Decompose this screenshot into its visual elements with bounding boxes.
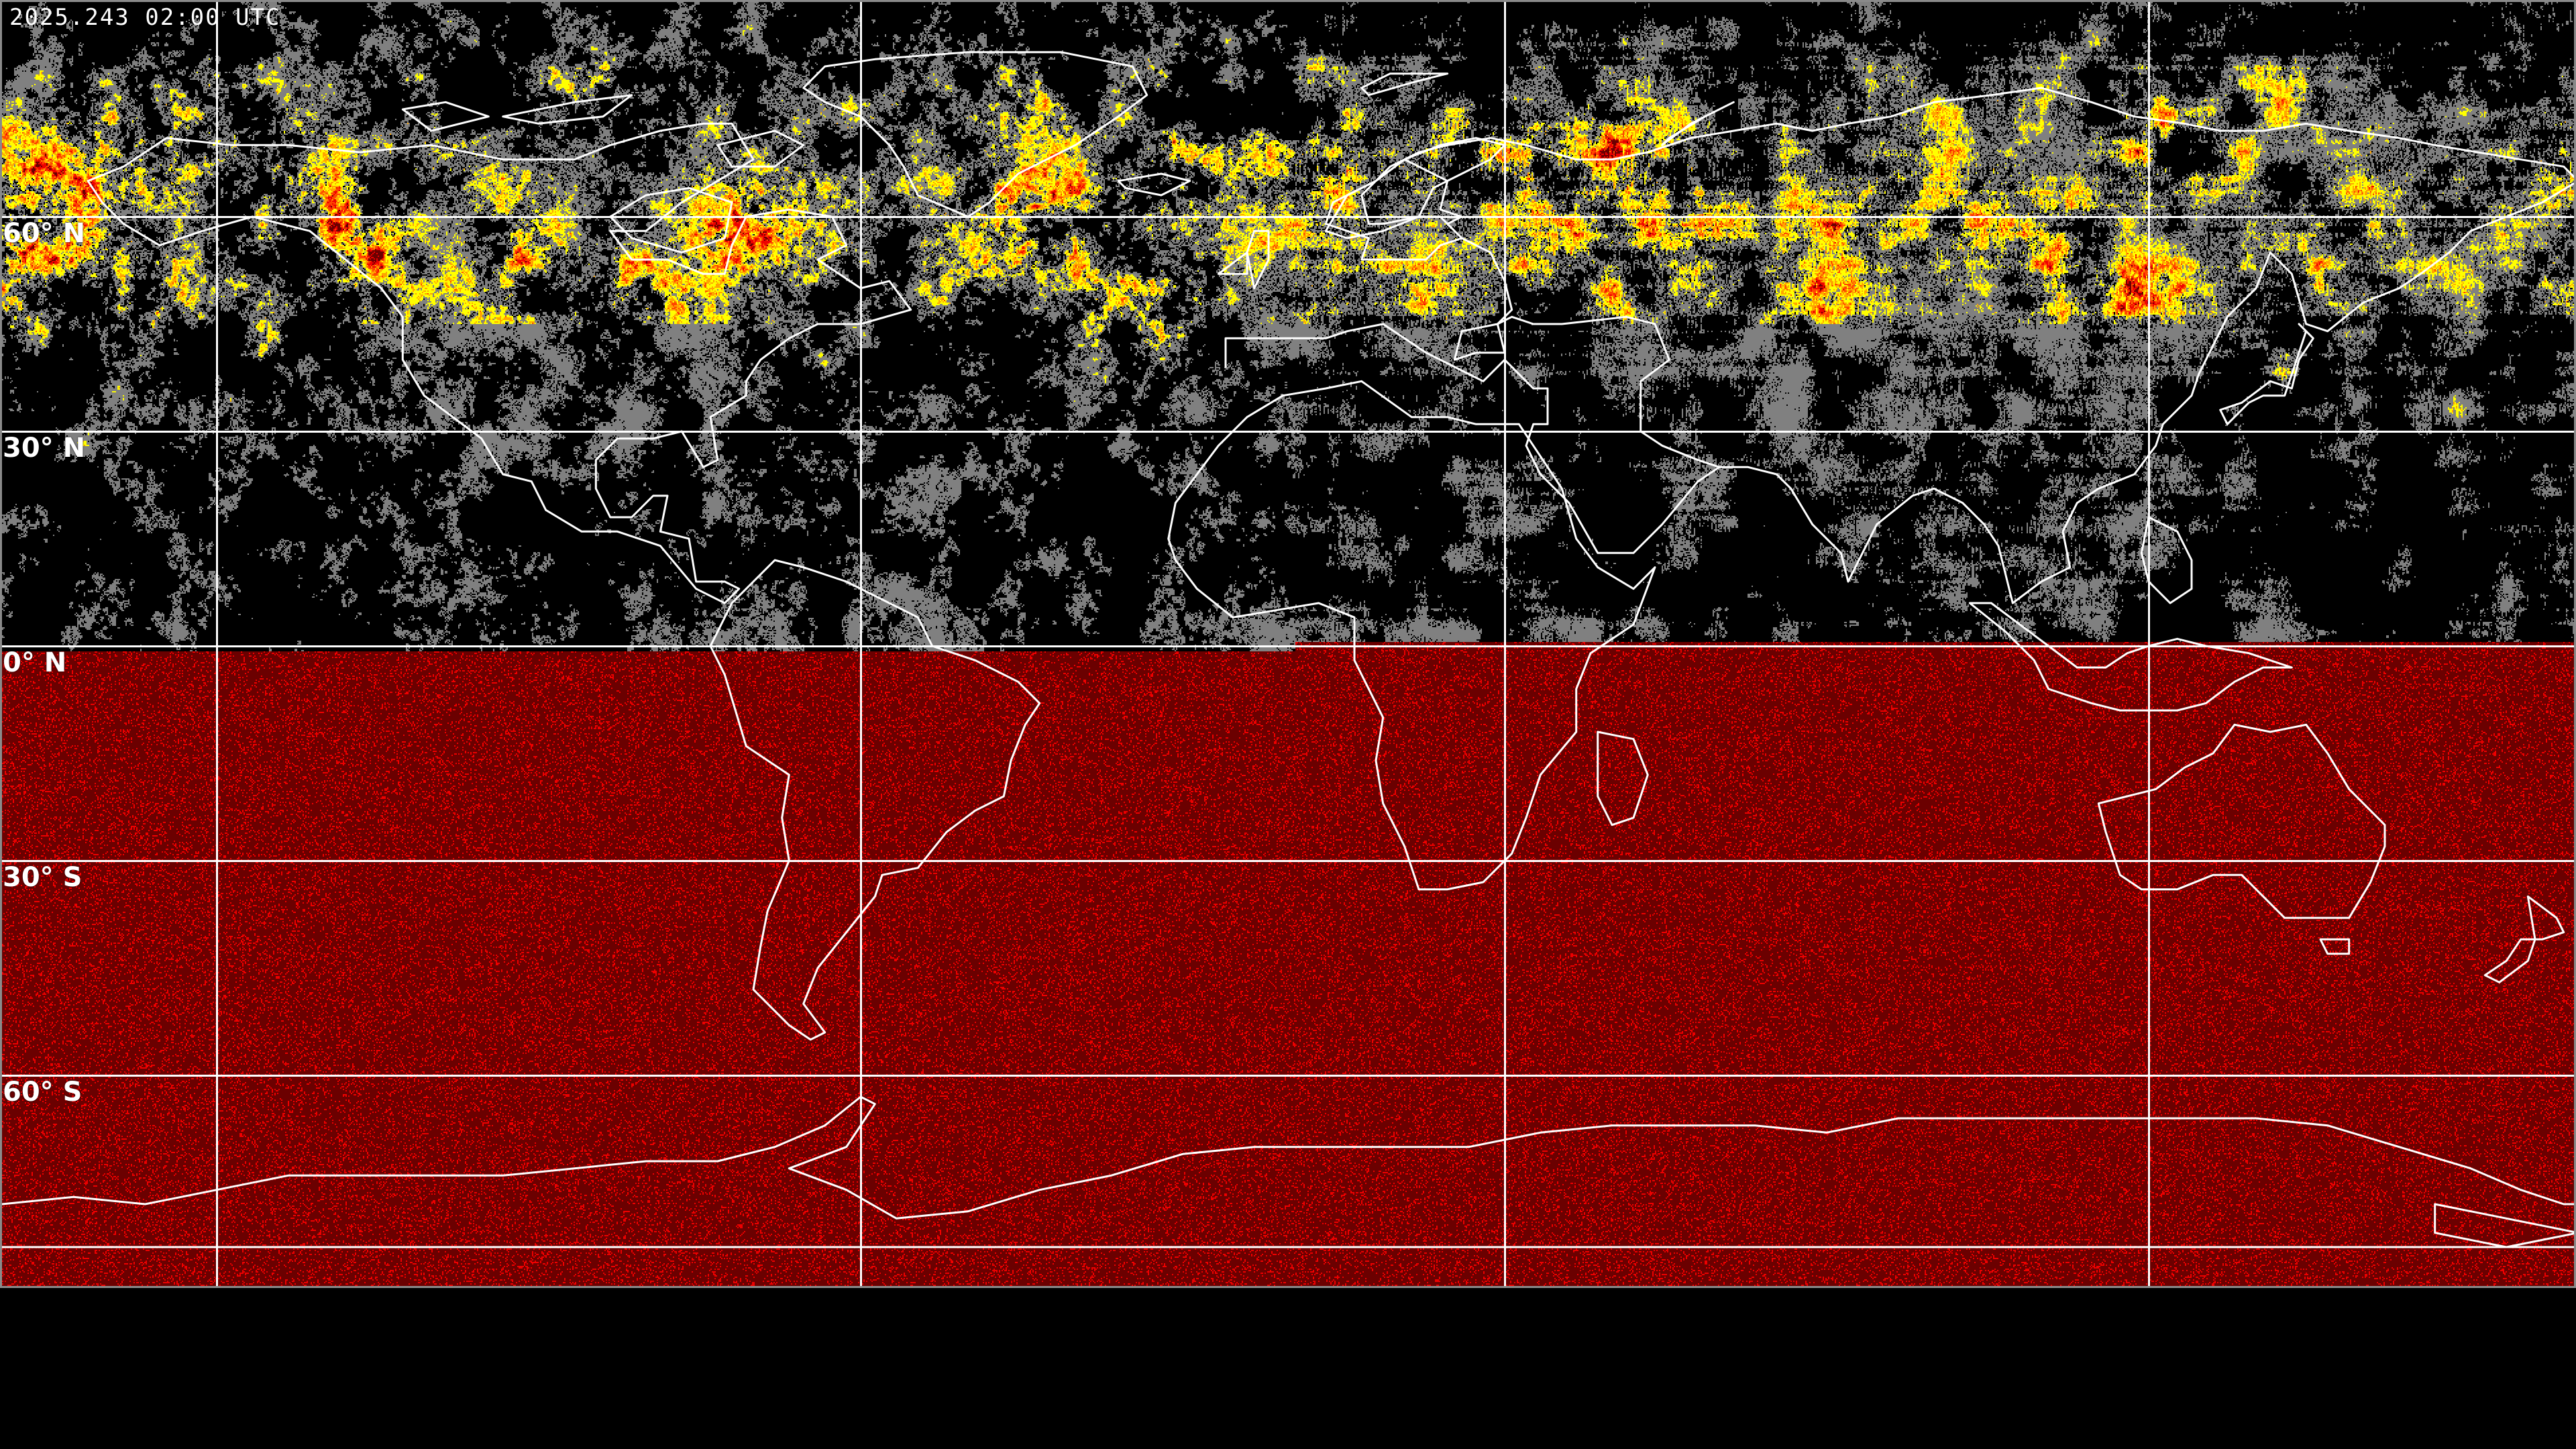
lat-label-3: 30° S — [3, 862, 83, 893]
timestamp-label: 2025.243 02:00 UTC — [9, 4, 281, 31]
lat-label-1: 30° N — [3, 433, 86, 464]
global-map[interactable] — [0, 0, 2576, 1288]
coastline-layer — [2, 51, 2574, 1248]
lat-label-0: 60° N — [3, 218, 86, 249]
lat-label-2: 0° N — [3, 647, 67, 678]
legend-panel: SLW Large Drop Index 13.5-1616-1919-2222… — [0, 1288, 2576, 1449]
lat-label-4: 60° S — [3, 1077, 83, 1108]
